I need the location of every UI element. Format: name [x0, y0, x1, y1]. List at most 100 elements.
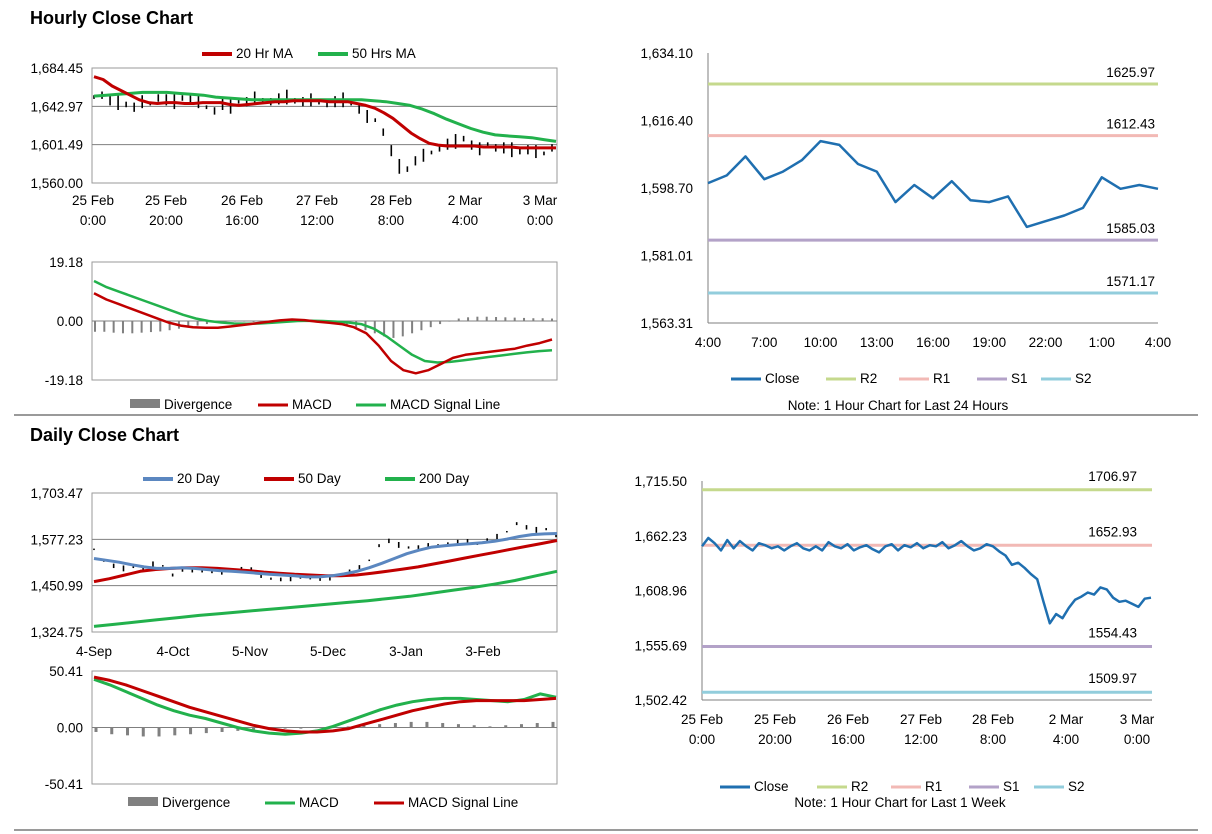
legend-daily-pivot-s1-label: S1: [1003, 779, 1020, 794]
hourly-pivot-s1-label: 1585.03: [1106, 221, 1155, 236]
daily-price-x-tick: 5-Dec: [310, 644, 346, 659]
hourly-price-x-tick: 25 Feb: [145, 193, 187, 208]
daily-pivot-s1-label: 1554.43: [1088, 626, 1137, 641]
daily-divergence-bar: [551, 721, 555, 728]
charts-root: 1,684.45 1,642.97 1,601.49 1,560.00 25 Feb 0:…: [30, 46, 1171, 810]
hourly-pivot-y-tick: 1,581.01: [640, 248, 693, 263]
legend-hourly-signal-label: MACD Signal Line: [390, 397, 500, 412]
daily-macd-line: [93, 677, 557, 736]
daily-pivot-r2-label: 1706.97: [1088, 469, 1137, 484]
hourly-divergence-bar: [159, 321, 162, 332]
hourly-price-x-tick: 8:00: [378, 213, 404, 228]
daily-divergence-bar: [441, 723, 445, 728]
legend-daily-pivot-s2-label: S2: [1068, 779, 1085, 794]
hourly-macd-y-tick: 0.00: [57, 314, 83, 329]
legend-200-day-label: 200 Day: [419, 471, 470, 486]
daily-macd-y-tick: 50.41: [49, 664, 83, 679]
hourly-divergence-bar: [401, 321, 404, 337]
daily-divergence-bar: [535, 723, 539, 728]
daily-pivot-note: Note: 1 Hour Chart for Last 1 Week: [794, 795, 1006, 810]
hourly-divergence-bar: [551, 318, 553, 321]
hourly-price-x-tick: 28 Feb: [370, 193, 412, 208]
daily-divergence-bar: [488, 726, 492, 728]
hourly-pivot-x-tick: 22:00: [1029, 335, 1063, 350]
daily-divergence-bar: [378, 724, 382, 728]
hourly-macd-y-tick: 19.18: [49, 255, 83, 270]
daily-divergence-bar: [362, 725, 366, 728]
legend-hourly-pivot-r2-label: R2: [860, 371, 877, 386]
daily-price-frame: [91, 492, 558, 633]
hourly-pivot-x-tick: 1:00: [1089, 335, 1115, 350]
daily-ma20-line: [93, 532, 558, 579]
legend-hourly-pivot-r1-label: R1: [933, 371, 950, 386]
hourly-divergence-bar: [224, 321, 227, 322]
daily-pivot-x-tick: 20:00: [758, 732, 792, 747]
hourly-price-x-tick: 0:00: [527, 213, 553, 228]
hourly-divergence-bar: [383, 321, 386, 337]
hourly-price-x-tick: 20:00: [149, 213, 183, 228]
daily-divergence-bar: [157, 727, 161, 737]
daily-section-title: Daily Close Chart: [30, 425, 180, 445]
hourly-pivot-x-tick: 16:00: [916, 335, 950, 350]
daily-price-y-tick: 1,577.23: [30, 532, 83, 547]
daily-pivot-s2-label: 1509.97: [1088, 671, 1137, 686]
hourly-divergence-bar: [252, 321, 255, 322]
daily-price-x-tick: 5-Nov: [232, 644, 268, 659]
hourly-pivot-r1-label: 1612.43: [1106, 117, 1155, 132]
daily-divergence-bar: [409, 721, 413, 728]
hourly-divergence-bar: [541, 318, 544, 321]
daily-price-y-tick: 1,703.47: [30, 486, 83, 501]
daily-divergence-bar: [110, 727, 114, 735]
hourly-price-x-tick: 0:00: [80, 213, 106, 228]
legend-daily-pivot-r2-label: R2: [851, 779, 868, 794]
daily-pivot-x-tick: 4:00: [1053, 732, 1079, 747]
daily-pivot-x-tick: 27 Feb: [900, 712, 942, 727]
legend-20hr-ma-label: 20 Hr MA: [236, 46, 293, 61]
hourly-divergence-bar: [429, 321, 432, 328]
daily-pivot-x-tick: 26 Feb: [827, 712, 869, 727]
hourly-pivot-y-tick: 1,563.31: [640, 316, 693, 331]
daily-pivot-r1-label: 1652.93: [1088, 524, 1137, 539]
legend-hourly-divergence-label: Divergence: [164, 397, 232, 412]
daily-divergence-bar: [315, 727, 319, 729]
hourly-section-title: Hourly Close Chart: [30, 8, 194, 28]
daily-pivot-y-tick: 1,662.23: [634, 529, 687, 544]
daily-pivot-y-tick: 1,608.96: [634, 584, 687, 599]
daily-pivot-y-tick: 1,502.42: [634, 693, 687, 708]
legend-hourly-pivot-s2-label: S2: [1075, 371, 1092, 386]
hourly-price-x-tick: 27 Feb: [296, 193, 338, 208]
daily-price-y-tick: 1,324.75: [30, 625, 83, 640]
hourly-divergence-bar: [168, 321, 171, 331]
hourly-pivot-x-tick: 19:00: [972, 335, 1006, 350]
hourly-divergence-bar: [121, 321, 124, 334]
hourly-divergence-bar: [504, 317, 507, 321]
hourly-divergence-bar: [140, 321, 143, 333]
daily-pivot-y-tick: 1,555.69: [634, 638, 687, 653]
daily-price-x-tick: 4-Oct: [156, 644, 189, 659]
daily-price-x-tick: 4-Sep: [76, 644, 112, 659]
hourly-divergence-bar: [392, 321, 395, 338]
legend-hourly-pivot-s1-label: S1: [1011, 371, 1028, 386]
legend-daily-macd-label: MACD: [299, 795, 339, 810]
daily-pivot-x-tick: 0:00: [689, 732, 715, 747]
daily-divergence-bar: [346, 726, 350, 728]
hourly-price-x-tick: 16:00: [225, 213, 259, 228]
hourly-macd-line: [93, 292, 553, 375]
hourly-price-x-tick: 25 Feb: [72, 193, 114, 208]
hourly-price-x-tick: 4:00: [452, 213, 478, 228]
daily-price-y-tick: 1,450.99: [30, 579, 83, 594]
daily-divergence-bar: [126, 727, 130, 736]
legend-daily-signal-label: MACD Signal Line: [408, 795, 518, 810]
daily-pivot-x-tick: 8:00: [980, 732, 1006, 747]
hourly-divergence-bar: [513, 317, 516, 321]
hourly-divergence-bar: [411, 321, 414, 334]
daily-price-x-tick: 3-Jan: [389, 644, 423, 659]
daily-divergence-bar: [252, 727, 256, 730]
daily-pivot-x-tick: 2 Mar: [1049, 712, 1084, 727]
legend-daily-pivot-r1-label: R1: [925, 779, 942, 794]
daily-pivot-close-line: [701, 536, 1152, 625]
bottom-divider: [14, 829, 1198, 831]
daily-divergence-bar: [504, 725, 508, 728]
hourly-pivot-note: Note: 1 Hour Chart for Last 24 Hours: [788, 398, 1009, 413]
